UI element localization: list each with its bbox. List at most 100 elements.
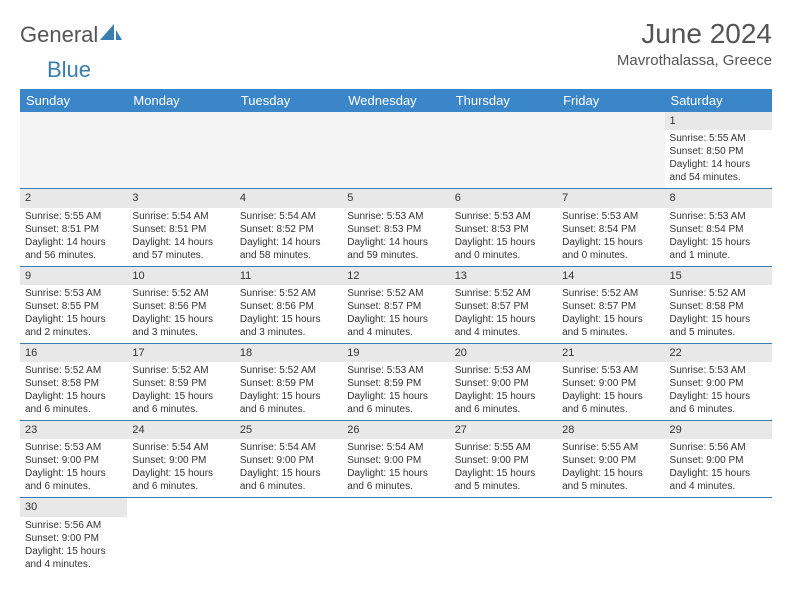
- day-number: 1: [665, 112, 772, 130]
- day-info-line: Sunrise: 5:53 AM: [562, 364, 659, 377]
- day-number: 8: [665, 189, 772, 207]
- day-body: Sunrise: 5:52 AMSunset: 8:56 PMDaylight:…: [127, 285, 234, 343]
- calendar-day-cell: [127, 112, 234, 189]
- calendar-day-cell: 13Sunrise: 5:52 AMSunset: 8:57 PMDayligh…: [450, 266, 557, 343]
- calendar-day-cell: 1Sunrise: 5:55 AMSunset: 8:50 PMDaylight…: [665, 112, 772, 189]
- weekday-header: Monday: [127, 89, 234, 112]
- calendar-day-cell: 20Sunrise: 5:53 AMSunset: 9:00 PMDayligh…: [450, 343, 557, 420]
- day-number: 4: [235, 189, 342, 207]
- day-body: Sunrise: 5:54 AMSunset: 9:00 PMDaylight:…: [235, 439, 342, 497]
- day-body: Sunrise: 5:52 AMSunset: 8:58 PMDaylight:…: [665, 285, 772, 343]
- calendar-day-cell: [450, 498, 557, 575]
- day-body: Sunrise: 5:53 AMSunset: 8:53 PMDaylight:…: [450, 208, 557, 266]
- day-body: Sunrise: 5:54 AMSunset: 8:52 PMDaylight:…: [235, 208, 342, 266]
- day-info-line: Sunrise: 5:53 AM: [347, 364, 444, 377]
- day-info-line: Sunrise: 5:54 AM: [347, 441, 444, 454]
- day-info-line: Sunrise: 5:52 AM: [132, 287, 229, 300]
- day-body: Sunrise: 5:53 AMSunset: 8:59 PMDaylight:…: [342, 362, 449, 420]
- day-number: 27: [450, 421, 557, 439]
- day-info-line: Sunrise: 5:53 AM: [347, 210, 444, 223]
- day-info-line: Sunset: 9:00 PM: [25, 454, 122, 467]
- day-body: Sunrise: 5:55 AMSunset: 9:00 PMDaylight:…: [450, 439, 557, 497]
- calendar-day-cell: 27Sunrise: 5:55 AMSunset: 9:00 PMDayligh…: [450, 421, 557, 498]
- day-info-line: Daylight: 15 hours: [562, 390, 659, 403]
- calendar-day-cell: [450, 112, 557, 189]
- day-info-line: and 6 minutes.: [670, 403, 767, 416]
- day-info-line: Sunrise: 5:55 AM: [562, 441, 659, 454]
- day-number: 11: [235, 267, 342, 285]
- day-number: 3: [127, 189, 234, 207]
- day-info-line: and 4 minutes.: [670, 480, 767, 493]
- day-number: 22: [665, 344, 772, 362]
- calendar-day-cell: [557, 112, 664, 189]
- day-info-line: Sunset: 9:00 PM: [562, 377, 659, 390]
- day-number: 6: [450, 189, 557, 207]
- day-info-line: Sunset: 8:55 PM: [25, 300, 122, 313]
- day-info-line: Sunset: 8:57 PM: [562, 300, 659, 313]
- weekday-header: Thursday: [450, 89, 557, 112]
- day-body: Sunrise: 5:54 AMSunset: 9:00 PMDaylight:…: [127, 439, 234, 497]
- day-info-line: Daylight: 14 hours: [132, 236, 229, 249]
- logo-sail-icon: [100, 24, 122, 47]
- day-body: Sunrise: 5:52 AMSunset: 8:56 PMDaylight:…: [235, 285, 342, 343]
- day-number: 18: [235, 344, 342, 362]
- day-info-line: and 6 minutes.: [240, 480, 337, 493]
- day-info-line: Daylight: 15 hours: [455, 236, 552, 249]
- calendar-day-cell: [235, 112, 342, 189]
- day-info-line: and 2 minutes.: [25, 326, 122, 339]
- day-info-line: Sunset: 8:59 PM: [347, 377, 444, 390]
- day-info-line: Daylight: 15 hours: [132, 390, 229, 403]
- day-info-line: Daylight: 15 hours: [347, 390, 444, 403]
- day-info-line: and 6 minutes.: [455, 403, 552, 416]
- calendar-day-cell: [665, 498, 772, 575]
- day-info-line: Sunset: 8:59 PM: [240, 377, 337, 390]
- day-info-line: Daylight: 15 hours: [240, 390, 337, 403]
- day-info-line: and 3 minutes.: [132, 326, 229, 339]
- day-info-line: Sunset: 9:00 PM: [455, 377, 552, 390]
- day-number: 7: [557, 189, 664, 207]
- day-info-line: Sunset: 9:00 PM: [240, 454, 337, 467]
- day-info-line: Daylight: 15 hours: [670, 467, 767, 480]
- day-info-line: Sunset: 9:00 PM: [132, 454, 229, 467]
- day-info-line: Sunset: 8:53 PM: [455, 223, 552, 236]
- calendar-day-cell: 30Sunrise: 5:56 AMSunset: 9:00 PMDayligh…: [20, 498, 127, 575]
- day-info-line: Daylight: 15 hours: [455, 467, 552, 480]
- day-info-line: Sunrise: 5:53 AM: [25, 287, 122, 300]
- day-number: 16: [20, 344, 127, 362]
- day-info-line: Sunrise: 5:53 AM: [670, 210, 767, 223]
- day-info-line: Sunset: 8:52 PM: [240, 223, 337, 236]
- day-body: Sunrise: 5:52 AMSunset: 8:59 PMDaylight:…: [235, 362, 342, 420]
- day-info-line: Sunset: 8:56 PM: [240, 300, 337, 313]
- day-body: Sunrise: 5:55 AMSunset: 8:51 PMDaylight:…: [20, 208, 127, 266]
- day-body: Sunrise: 5:55 AMSunset: 8:50 PMDaylight:…: [665, 130, 772, 188]
- day-info-line: Sunset: 8:58 PM: [25, 377, 122, 390]
- day-info-line: Daylight: 15 hours: [25, 390, 122, 403]
- calendar-day-cell: 18Sunrise: 5:52 AMSunset: 8:59 PMDayligh…: [235, 343, 342, 420]
- day-info-line: Sunrise: 5:54 AM: [240, 210, 337, 223]
- day-info-line: Daylight: 15 hours: [455, 313, 552, 326]
- day-info-line: Sunrise: 5:52 AM: [562, 287, 659, 300]
- weekday-header: Saturday: [665, 89, 772, 112]
- day-info-line: Sunrise: 5:55 AM: [25, 210, 122, 223]
- day-body: Sunrise: 5:52 AMSunset: 8:59 PMDaylight:…: [127, 362, 234, 420]
- day-info-line: Sunset: 8:54 PM: [562, 223, 659, 236]
- day-info-line: Sunset: 9:00 PM: [670, 377, 767, 390]
- day-info-line: and 6 minutes.: [132, 403, 229, 416]
- day-info-line: Sunrise: 5:52 AM: [347, 287, 444, 300]
- day-info-line: Sunrise: 5:53 AM: [455, 364, 552, 377]
- day-info-line: and 4 minutes.: [25, 558, 122, 571]
- day-number: 20: [450, 344, 557, 362]
- day-info-line: Sunrise: 5:52 AM: [240, 364, 337, 377]
- day-info-line: Sunrise: 5:52 AM: [670, 287, 767, 300]
- day-number: 17: [127, 344, 234, 362]
- day-info-line: Sunset: 8:50 PM: [670, 145, 767, 158]
- day-info-line: Daylight: 15 hours: [132, 313, 229, 326]
- day-number: 5: [342, 189, 449, 207]
- day-info-line: Sunrise: 5:53 AM: [562, 210, 659, 223]
- day-info-line: Daylight: 15 hours: [240, 467, 337, 480]
- day-body: Sunrise: 5:56 AMSunset: 9:00 PMDaylight:…: [20, 517, 127, 575]
- calendar-day-cell: 10Sunrise: 5:52 AMSunset: 8:56 PMDayligh…: [127, 266, 234, 343]
- day-info-line: Sunrise: 5:52 AM: [240, 287, 337, 300]
- day-body: Sunrise: 5:52 AMSunset: 8:57 PMDaylight:…: [557, 285, 664, 343]
- day-body: Sunrise: 5:53 AMSunset: 9:00 PMDaylight:…: [20, 439, 127, 497]
